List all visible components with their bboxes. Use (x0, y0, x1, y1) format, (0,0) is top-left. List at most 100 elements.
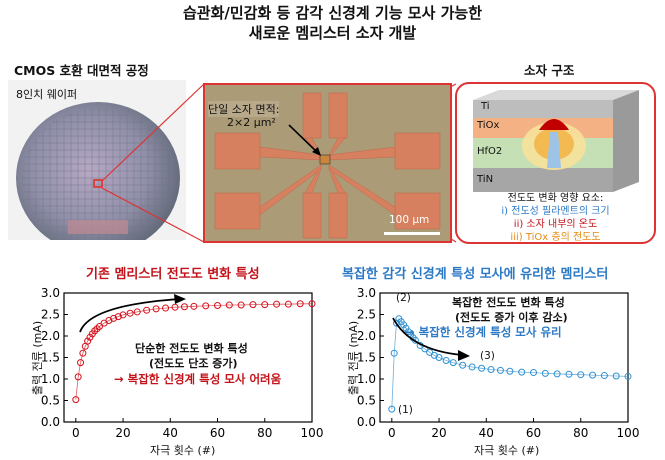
x-tick-label: 0 (388, 426, 396, 440)
y-tick-label: 2.5 (41, 308, 60, 322)
right-x-label: 자극 횟수 (#) (474, 444, 540, 457)
y-tick-label: 1.0 (357, 372, 376, 386)
data-point (171, 303, 179, 311)
device-structure-panel: Ti TiOx HfO2 TiN 전도도 변화 영향 요소: i) 전도성 필라… (455, 82, 656, 244)
right-note-3: → 복잡한 신경계 특성 모사 유리 (405, 325, 562, 339)
micrograph-panel: 단일 소자 면적: 2×2 μm² 100 μm (203, 83, 452, 243)
left-note-2: (전도도 단조 증가) (149, 357, 238, 370)
data-point (93, 325, 101, 333)
factors-title: 전도도 변화 영향 요소: (507, 193, 604, 204)
y-tick-label: 0.5 (357, 394, 376, 408)
left-x-label: 자극 횟수 (#) (150, 444, 216, 457)
data-point (143, 306, 151, 314)
data-point (202, 302, 210, 310)
data-point (133, 308, 141, 316)
data-point (553, 370, 561, 378)
data-point (114, 313, 122, 321)
data-point (95, 323, 103, 331)
data-point (214, 301, 222, 309)
data-point (624, 372, 632, 380)
y-tick-label: 2.5 (357, 308, 376, 322)
marker-1: (1) (398, 404, 413, 416)
data-point (518, 368, 526, 376)
data-point (249, 301, 257, 309)
y-tick-label: 3.0 (357, 286, 376, 300)
y-tick-label: 1.5 (357, 351, 376, 365)
right-arrow-head (458, 350, 470, 361)
x-tick-label: 60 (526, 426, 541, 440)
data-point (152, 305, 160, 313)
data-point (308, 300, 316, 308)
data-point (506, 367, 514, 375)
left-chart: 0.0 0.5 1.0 1.5 2.0 2.5 3.0 0 20 40 60 80 100 (41, 286, 324, 440)
right-trend-arrow (392, 317, 463, 356)
layer-stack (473, 90, 639, 192)
marker-3: (3) (480, 350, 495, 362)
factor-filament: i) 전도성 필라멘트의 크기 (501, 206, 610, 217)
data-point (77, 359, 85, 367)
left-arrow-head (174, 294, 186, 304)
wafer-photo: 8인치 웨이퍼 (8, 80, 186, 240)
data-point (110, 314, 118, 322)
right-y-label: 출력 전류 (mA) (347, 320, 360, 396)
data-point (180, 303, 188, 311)
wafer-label: 8인치 웨이퍼 (16, 88, 78, 101)
data-point (577, 371, 585, 379)
data-point (190, 302, 198, 310)
data-point (600, 372, 608, 380)
data-point (487, 366, 495, 374)
data-point (119, 311, 127, 319)
y-tick-label: 1.0 (41, 372, 60, 386)
data-point (79, 349, 87, 357)
data-point (435, 354, 443, 361)
factor-temperature: ii) 소자 내부의 온도 (513, 219, 598, 230)
data-point (126, 309, 134, 317)
data-point (84, 337, 92, 345)
y-tick-label: 2.0 (357, 329, 376, 343)
marker-2: (2) (396, 292, 411, 304)
data-point (162, 304, 170, 312)
data-point (565, 370, 573, 378)
y-tick-label: 0.0 (41, 415, 60, 429)
layer-tin: TiN (477, 174, 494, 185)
title-line-1: 습관화/민감화 등 감각 신경계 기능 모사 가능한 (182, 4, 482, 22)
data-point (459, 361, 467, 369)
data-point (449, 359, 457, 367)
x-tick-label: 80 (573, 426, 588, 440)
x-tick-label: 20 (115, 426, 130, 440)
data-point (496, 366, 504, 374)
right-chart-heading: 복잡한 감각 신경계 특성 모사에 유리한 멤리스터 (342, 267, 609, 282)
layer-hfo2: HfO2 (477, 146, 503, 157)
structure-heading: 소자 구조 (524, 63, 575, 78)
y-tick-label: 2.0 (41, 329, 60, 343)
data-point (478, 364, 486, 372)
data-point (74, 373, 82, 381)
data-point (442, 357, 450, 365)
data-point (91, 327, 99, 335)
data-point (468, 363, 476, 371)
data-point (390, 349, 398, 357)
data-point (388, 405, 396, 413)
series-line (75, 303, 312, 400)
right-note-1: 복잡한 전도도 변화 특성 (452, 296, 565, 309)
data-point (612, 372, 620, 380)
factor-tiox: iii) TiOx 층의 전도도 (510, 232, 601, 243)
wafer-heading: CMOS 호환 대면적 공정 (14, 63, 149, 78)
data-point (72, 396, 80, 404)
wafer-graphic (16, 102, 180, 240)
x-tick-label: 100 (301, 426, 324, 440)
layer-ti: Ti (481, 101, 490, 112)
data-point (541, 369, 549, 377)
data-point (261, 301, 269, 309)
data-point (589, 371, 597, 379)
x-tick-label: 20 (431, 426, 446, 440)
scale-bar-label: 100 μm (389, 214, 430, 226)
layer-tiox: TiOx (477, 120, 500, 131)
data-point (284, 300, 292, 308)
left-chart-heading: 기존 멤리스터 전도도 변화 특성 (86, 267, 260, 282)
device-area-label: 단일 소자 면적: (208, 101, 280, 117)
x-tick-label: 100 (617, 426, 640, 440)
data-point (530, 369, 538, 377)
x-tick-label: 60 (210, 426, 225, 440)
